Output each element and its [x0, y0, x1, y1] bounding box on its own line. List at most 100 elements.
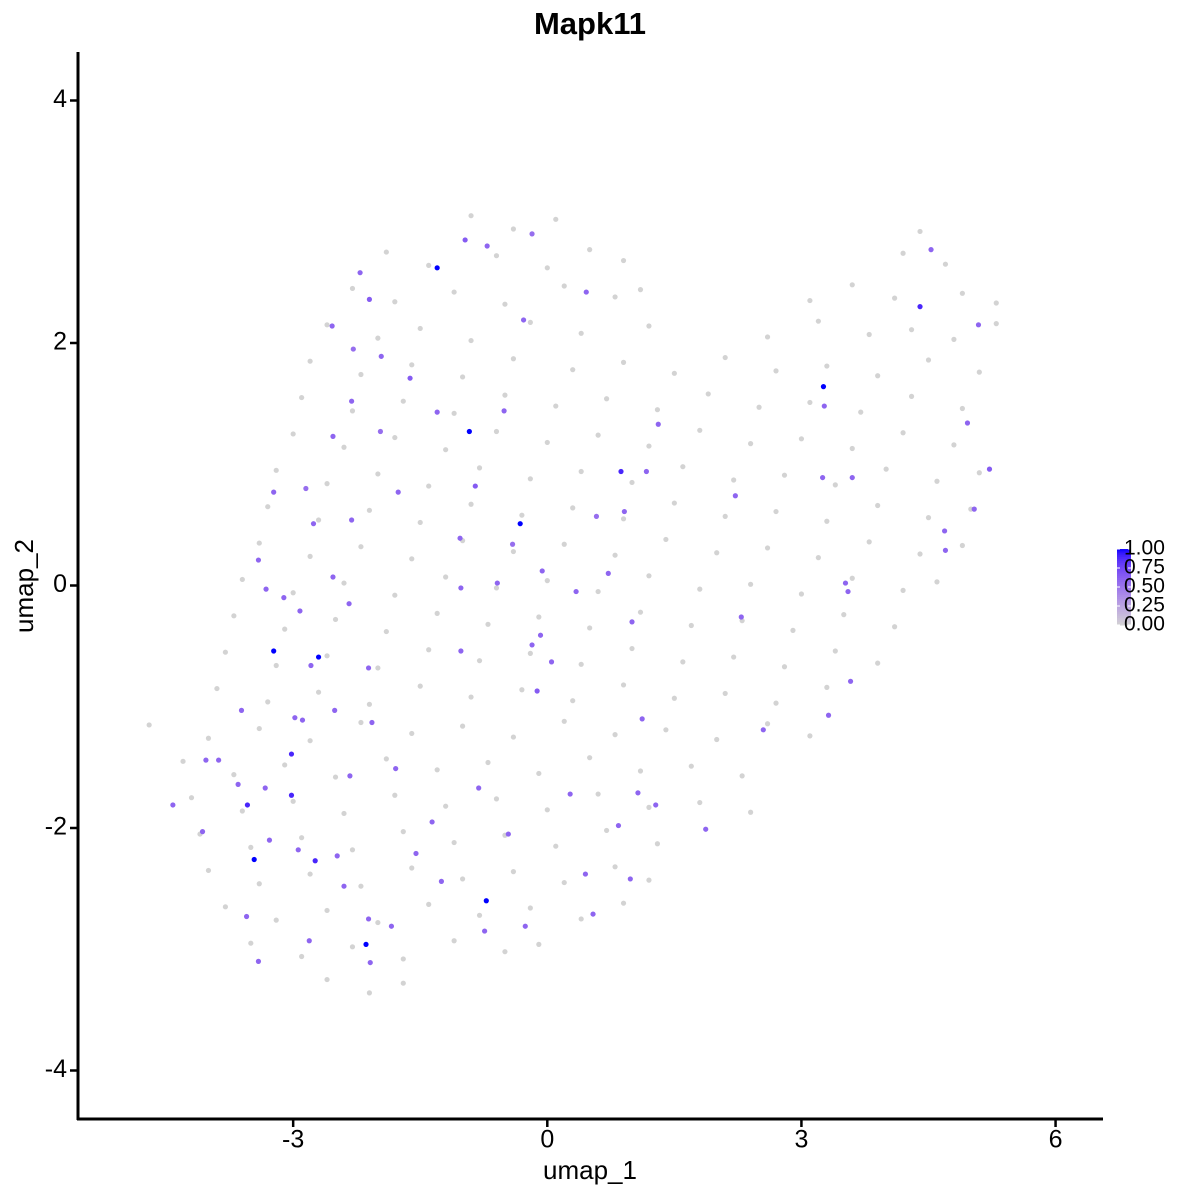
cell-point: [203, 757, 209, 763]
cell-point: [639, 716, 645, 722]
cell-point: [627, 876, 633, 882]
cell-point: [832, 648, 838, 654]
cell-point: [928, 247, 934, 253]
cell-point: [248, 940, 254, 946]
cell-point: [892, 295, 898, 301]
cell-point: [365, 916, 372, 922]
cell-point: [472, 483, 478, 489]
cell-point: [548, 659, 555, 665]
cell-point: [358, 544, 364, 550]
cell-point: [815, 555, 821, 561]
cell-point: [292, 715, 298, 721]
cell-point: [265, 699, 271, 705]
cell-point: [620, 900, 627, 906]
cell-point: [377, 428, 384, 435]
cell-point: [312, 858, 318, 864]
cell-point: [346, 601, 352, 607]
cell-point: [400, 956, 406, 962]
cell-point: [942, 547, 949, 553]
cell-point: [459, 876, 466, 882]
cell-point: [462, 237, 468, 243]
cell-point: [330, 433, 336, 439]
cell-point: [807, 297, 813, 304]
cell-point: [341, 444, 347, 450]
cell-point: [366, 990, 373, 996]
cell-point: [824, 518, 830, 524]
cell-point: [866, 331, 872, 338]
cell-point: [537, 632, 544, 638]
cell-point: [349, 408, 356, 414]
colorbar-segment: [1117, 619, 1131, 622]
cell-point: [358, 371, 364, 378]
colorbar-segment: [1117, 552, 1131, 556]
y-tick-label: -2: [45, 813, 67, 841]
colorbar-segment: [1117, 587, 1131, 590]
cell-point: [366, 507, 373, 513]
cell-point: [310, 521, 317, 527]
cell-point: [505, 831, 511, 837]
cell-point: [476, 785, 482, 791]
cell-point: [553, 216, 559, 222]
cell-point: [451, 410, 457, 416]
cell-point: [426, 262, 432, 268]
cell-point: [849, 474, 855, 481]
cell-point: [231, 772, 237, 778]
cell-point: [299, 394, 305, 401]
cell-point: [536, 770, 542, 777]
cell-point: [570, 505, 576, 511]
cell-point: [502, 301, 508, 307]
cell-point: [349, 517, 355, 523]
cell-point: [409, 362, 415, 368]
cell-point: [375, 919, 381, 926]
x-tick-label: 6: [1049, 1126, 1063, 1154]
y-axis-title: umap_2: [9, 539, 39, 633]
cell-point: [205, 735, 212, 741]
cell-point: [959, 542, 965, 549]
cell-point: [400, 398, 406, 404]
cell-point: [392, 434, 398, 441]
colorbar-label: 0.25: [1124, 594, 1165, 617]
cell-point: [315, 517, 322, 523]
colorbar-segment: [1117, 568, 1131, 571]
cell-point: [375, 665, 381, 671]
cell-point: [578, 468, 584, 475]
colorbar-segment: [1117, 611, 1131, 615]
cell-point: [595, 432, 601, 438]
cell-point: [383, 628, 389, 635]
cell-point: [615, 822, 622, 829]
cell-point: [256, 881, 262, 887]
cell-point: [824, 363, 830, 369]
cell-point: [273, 662, 279, 669]
cell-point: [544, 265, 550, 271]
cell-point: [544, 807, 550, 813]
cell-point: [413, 850, 419, 857]
cell-point: [434, 767, 440, 773]
cell-point: [527, 905, 533, 911]
cell-point: [703, 826, 709, 832]
cell-point: [375, 335, 381, 341]
colorbar-segment: [1117, 617, 1131, 620]
cell-point: [553, 403, 559, 409]
cell-point: [587, 247, 593, 253]
chart-title: Mapk11: [534, 6, 646, 41]
cell-point: [350, 346, 356, 352]
cell-point: [263, 586, 269, 592]
cell-point: [654, 841, 661, 847]
y-tick-label: 2: [53, 328, 67, 356]
cell-point: [722, 690, 728, 697]
cell-point: [883, 466, 889, 472]
cell-point: [388, 923, 395, 929]
colorbar-segment: [1117, 596, 1131, 599]
cell-point: [288, 751, 295, 757]
cell-point: [959, 405, 965, 412]
cell-point: [358, 883, 364, 889]
cell-point: [527, 319, 533, 325]
colorbar-segment: [1117, 590, 1131, 594]
cell-point: [620, 257, 627, 264]
y-tick-label: 0: [53, 570, 67, 598]
cell-point: [570, 367, 576, 373]
cell-point: [578, 916, 584, 922]
cell-point: [262, 785, 268, 791]
cell-point: [324, 907, 330, 914]
cell-point: [578, 661, 584, 667]
